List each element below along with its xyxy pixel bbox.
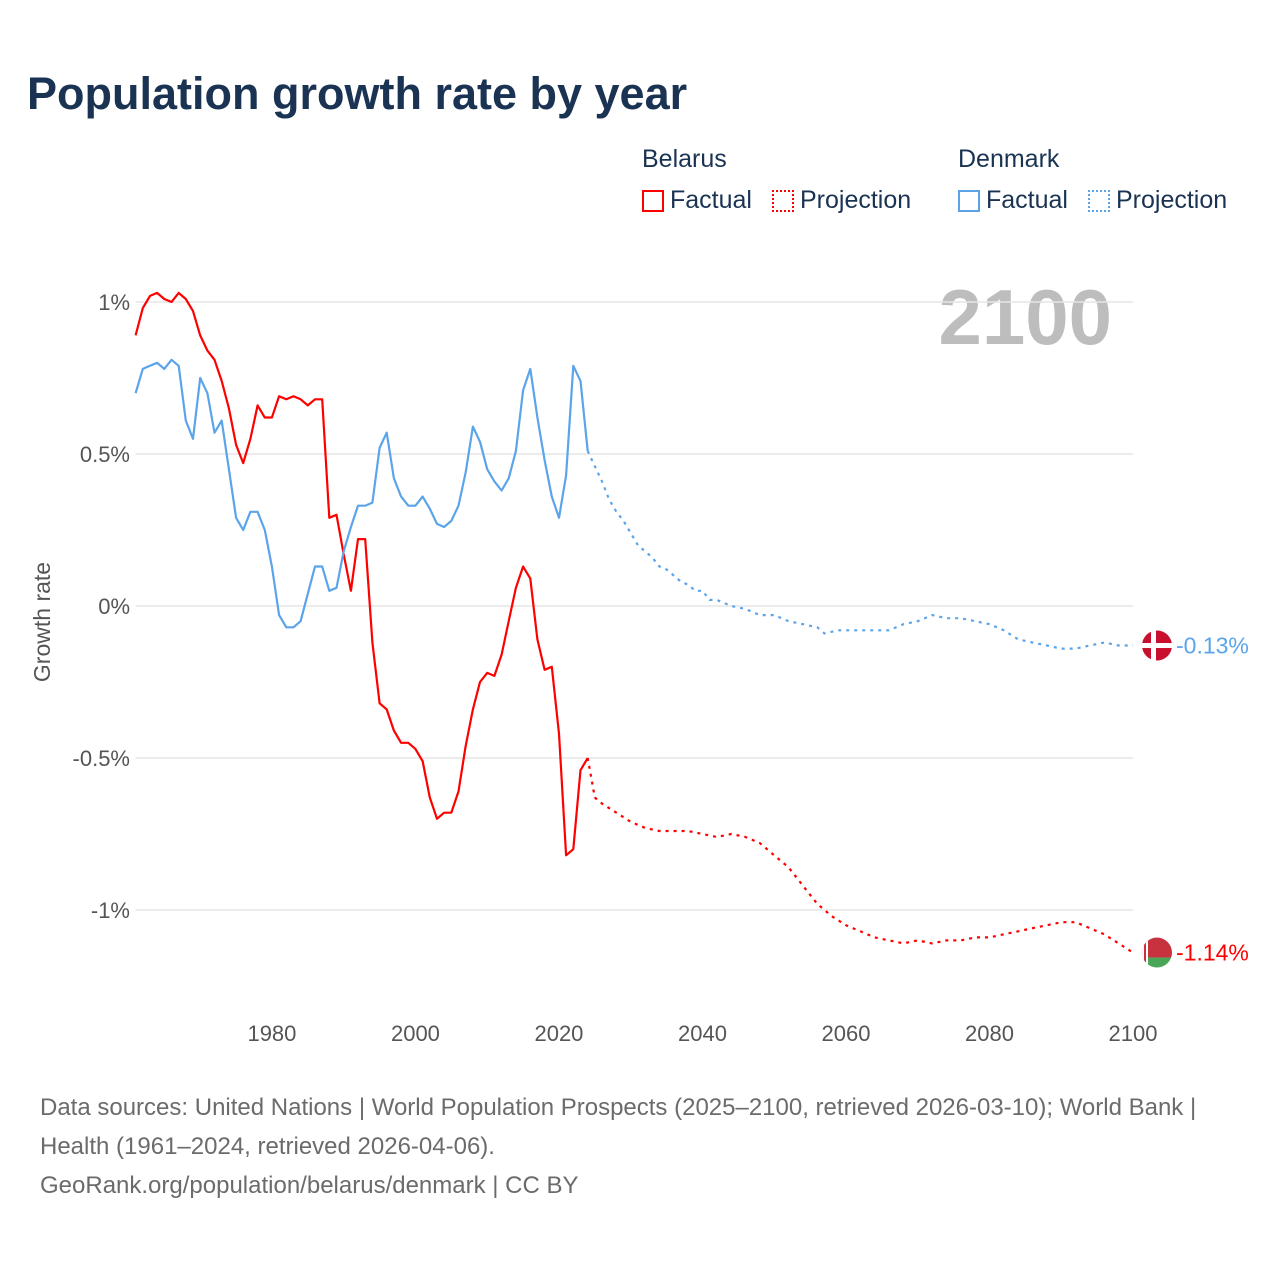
y-axis-label: Growth rate bbox=[29, 562, 55, 682]
legend-group-name: Belarus bbox=[642, 145, 727, 173]
chart-title: Population growth rate by year bbox=[27, 68, 688, 119]
solid-swatch-icon bbox=[642, 189, 664, 212]
chart-area: 1% 0.5% 0% -0.5% -1% 1980 2000 2020 2040 2060 2080… bbox=[29, 290, 1249, 1046]
x-tick-label: 2040 bbox=[678, 1021, 727, 1046]
legend-label: Factual bbox=[670, 186, 752, 214]
y-tick-label: 0.5% bbox=[80, 442, 130, 467]
belarus-end-label: -1.14% bbox=[1176, 940, 1249, 966]
legend-label: Projection bbox=[1115, 186, 1228, 214]
x-tick-label: 1980 bbox=[247, 1021, 296, 1046]
x-tick-label: 2060 bbox=[822, 1021, 871, 1046]
denmark-end-label: -0.13% bbox=[1176, 633, 1249, 659]
denmark-projection-line bbox=[586, 450, 1133, 650]
x-tick-label: 2000 bbox=[391, 1021, 440, 1046]
denmark-flag-icon bbox=[1142, 630, 1172, 661]
legend-label: Factual bbox=[986, 186, 1068, 214]
x-tick-label: 2020 bbox=[534, 1021, 583, 1046]
dotted-swatch-icon bbox=[1087, 189, 1110, 212]
x-tick-label: 2100 bbox=[1109, 1021, 1158, 1046]
dotted-swatch-icon bbox=[771, 189, 794, 212]
x-tick-label: 2080 bbox=[965, 1021, 1014, 1046]
legend-belarus: Belarus Factual Projection bbox=[642, 145, 925, 215]
legend-group-name: Denmark bbox=[958, 145, 1060, 173]
belarus-flag-icon bbox=[1142, 937, 1172, 968]
belarus-projection-line bbox=[586, 757, 1134, 954]
solid-swatch-icon bbox=[958, 189, 980, 212]
denmark-factual-line bbox=[134, 358, 589, 629]
legend-denmark: Denmark Factual Projection bbox=[958, 145, 1241, 215]
source-link[interactable]: GeoRank.org/population/belarus/denmark |… bbox=[40, 1172, 579, 1199]
legend-denmark-projection[interactable]: Projection bbox=[1087, 186, 1228, 215]
legend-belarus-projection[interactable]: Projection bbox=[771, 186, 912, 215]
data-sources: Data sources: United Nations | World Pop… bbox=[40, 1094, 1197, 1160]
legend-belarus-factual[interactable]: Factual bbox=[642, 186, 752, 215]
y-tick-label: -0.5% bbox=[73, 746, 130, 771]
current-year-watermark: 2100 bbox=[938, 273, 1112, 361]
footer: Data sources: United Nations | World Pop… bbox=[40, 1088, 1240, 1205]
y-tick-label: -1% bbox=[91, 898, 130, 923]
y-tick-label: 0% bbox=[98, 594, 130, 619]
legend-label: Projection bbox=[799, 186, 912, 214]
belarus-factual-line bbox=[134, 291, 589, 857]
y-tick-label: 1% bbox=[98, 290, 130, 315]
legend-denmark-factual[interactable]: Factual bbox=[958, 186, 1068, 215]
